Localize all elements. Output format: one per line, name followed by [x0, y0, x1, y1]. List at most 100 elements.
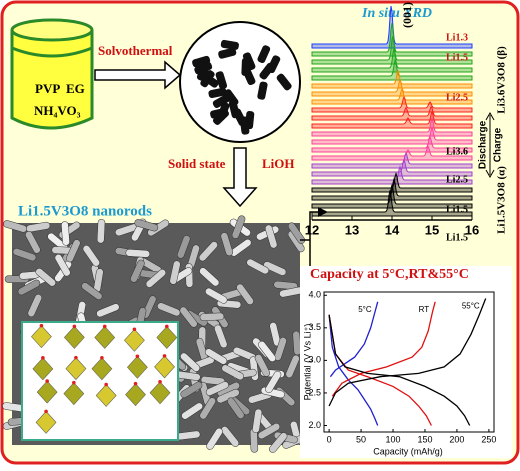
arrow-label: Discharge: [478, 120, 489, 169]
atom: [41, 356, 45, 360]
cycle-arrow: [485, 111, 495, 179]
xrd-pattern: [311, 184, 473, 209]
x-tick-label: 0: [327, 434, 332, 444]
state-label: Li1.5: [446, 204, 468, 215]
curve: [328, 314, 379, 426]
x-tick-label: 15: [425, 222, 439, 237]
atom: [165, 324, 169, 329]
y-tick-label: 3.5: [308, 322, 321, 332]
sem-rod: [252, 408, 263, 434]
sem-rod: [199, 312, 225, 321]
chart-title: Capacity at 5°C,RT&55°C: [310, 267, 469, 282]
rod: [257, 81, 268, 100]
beaker: [10, 18, 94, 130]
y-axis-label: Potential (V Vs Li⁺): [302, 324, 312, 401]
series-label: RT: [419, 305, 430, 314]
sem-rod: [54, 254, 71, 277]
polyhedron: [94, 325, 116, 349]
atom: [72, 380, 76, 385]
sem-rod: [66, 239, 81, 263]
sem-rod: [214, 324, 228, 349]
precursor: NH₄VO₃: [34, 103, 81, 118]
sem-rod: [181, 402, 203, 420]
chart-bg: [300, 266, 512, 458]
xrd-pattern: [311, 78, 473, 97]
sem-rod: [246, 258, 269, 275]
precursor: PVP: [35, 81, 60, 96]
curve: [328, 298, 487, 407]
sem-rod: [264, 224, 278, 249]
atom: [135, 354, 140, 359]
sem-rod: [274, 337, 287, 361]
state-label: Li1.5: [446, 232, 468, 243]
sem-rod: [3, 220, 28, 233]
xrd-pattern: [311, 190, 473, 217]
polyhedron: [65, 357, 87, 381]
sem-rod: [17, 279, 41, 296]
y-tick-label: 2.5: [308, 387, 321, 397]
curve: [329, 301, 379, 378]
x-tick-label: 13: [345, 222, 359, 237]
sem-rod: [169, 260, 181, 285]
xrd-pattern: [311, 59, 473, 81]
atom: [45, 379, 49, 383]
sem-rod: [180, 381, 203, 398]
rod: [242, 67, 256, 86]
xrd-pattern: [311, 126, 473, 145]
sem-rod: [269, 432, 288, 453]
xrd-pattern: [311, 177, 473, 201]
arrow: [94, 60, 182, 90]
sem-rod: [287, 222, 306, 244]
y-tick-label: 4.0: [308, 290, 321, 300]
polyhedron: [91, 357, 113, 381]
xrd-pattern: [311, 145, 473, 161]
polyhedron: [124, 328, 145, 352]
sem-rod: [199, 397, 216, 420]
sem-rod: [96, 303, 120, 318]
state-label: Li1.3: [446, 32, 468, 43]
sem-rod: [273, 280, 298, 290]
x-axis-label: Capacity (mAh/g): [373, 446, 443, 456]
sem-rod: [220, 426, 240, 447]
atom: [158, 379, 162, 384]
xrd-pattern: [311, 69, 473, 89]
sem-rod: [198, 241, 218, 262]
polyhedron: [149, 381, 171, 405]
rod: [208, 87, 227, 99]
polyhedron: [36, 380, 58, 404]
polyhedron: [32, 357, 54, 381]
sem-rod: [61, 221, 70, 246]
reagent-label: LiOH: [262, 156, 295, 171]
phase-label: Li1.5V3O8 (α): [496, 166, 508, 234]
rod: [276, 73, 292, 91]
x-tick-label: 150: [417, 434, 432, 444]
series-label: 55°C: [462, 302, 480, 311]
curve: [331, 301, 436, 397]
sem-rod: [205, 381, 229, 396]
sem-rod: [265, 370, 282, 394]
sem-rod: [292, 330, 302, 356]
xrd-pattern: [311, 48, 473, 73]
x-tick-label: 250: [481, 434, 496, 444]
polyhedron: [35, 410, 57, 434]
x-tick-label: 100: [386, 434, 401, 444]
atom: [74, 355, 78, 360]
sem-rod: [134, 219, 159, 232]
step-label: Solvothermal: [98, 43, 173, 58]
atom: [39, 323, 44, 328]
step-label: Solid state: [168, 156, 226, 171]
sem-rod: [205, 287, 228, 304]
rod: [200, 70, 215, 88]
state-label: Li1.5: [446, 52, 468, 63]
y-tick-label: 2.0: [308, 420, 321, 430]
sem-rod: [130, 259, 145, 283]
sem-rod: [221, 364, 244, 381]
rod: [194, 62, 213, 75]
rod: [212, 94, 231, 108]
arrow-label: Charge: [493, 127, 504, 162]
atom: [162, 354, 167, 358]
sem-rod: [96, 218, 106, 244]
sem-rod: [206, 427, 223, 450]
xrd-pattern: [311, 110, 473, 129]
phase-label: Li3.6V3O8 (β): [496, 46, 508, 114]
